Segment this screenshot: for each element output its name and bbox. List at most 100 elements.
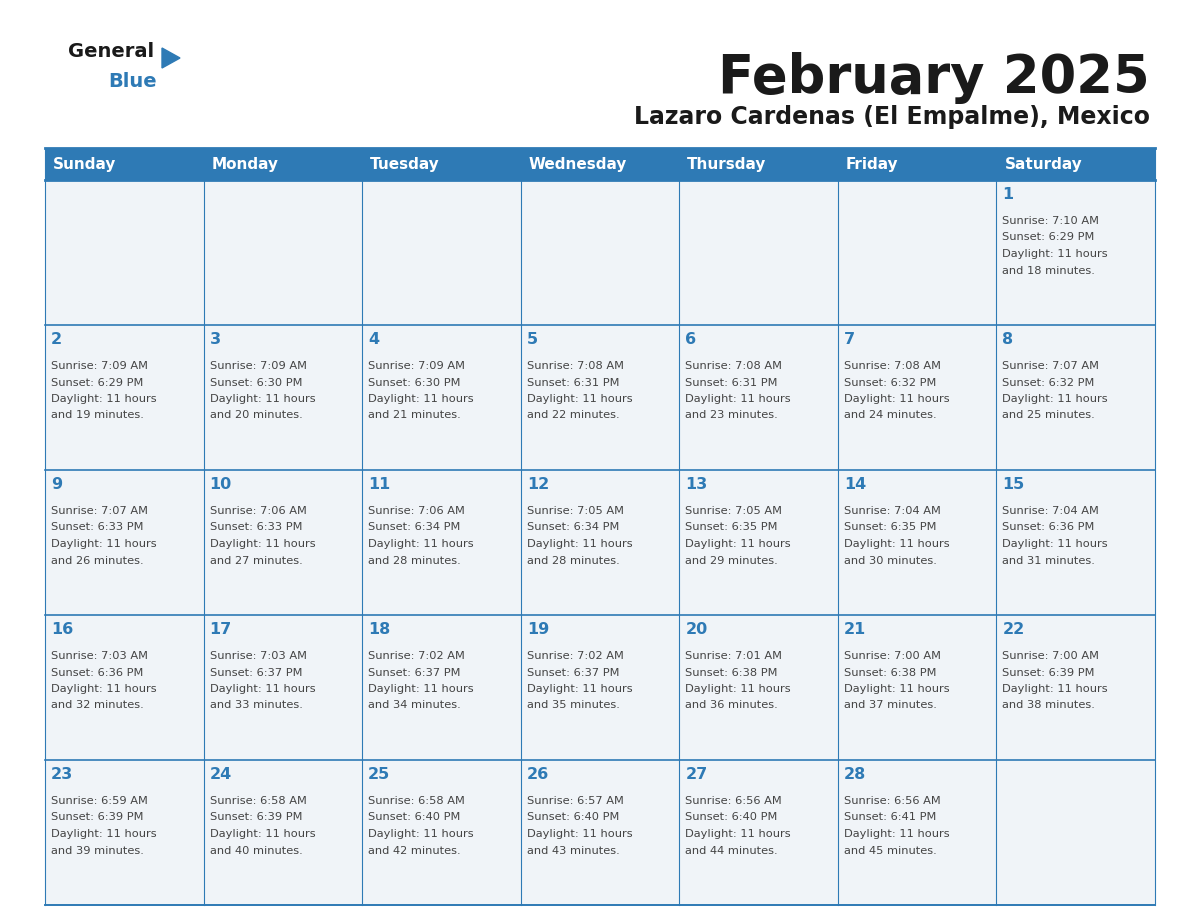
Text: and 18 minutes.: and 18 minutes. xyxy=(1003,265,1095,275)
Bar xyxy=(203,180,362,325)
Text: and 37 minutes.: and 37 minutes. xyxy=(843,700,936,711)
Bar xyxy=(45,470,203,615)
Text: and 20 minutes.: and 20 minutes. xyxy=(209,410,302,420)
Text: Thursday: Thursday xyxy=(688,156,766,172)
Text: Daylight: 11 hours: Daylight: 11 hours xyxy=(1003,684,1108,694)
Text: 8: 8 xyxy=(1003,332,1013,347)
Text: Sunrise: 6:59 AM: Sunrise: 6:59 AM xyxy=(51,796,147,806)
Text: Sunset: 6:35 PM: Sunset: 6:35 PM xyxy=(843,522,936,532)
Bar xyxy=(203,760,362,905)
Text: Daylight: 11 hours: Daylight: 11 hours xyxy=(368,539,474,549)
Text: and 26 minutes.: and 26 minutes. xyxy=(51,555,144,565)
Bar xyxy=(362,325,520,470)
Bar xyxy=(45,615,203,760)
Text: 15: 15 xyxy=(1003,477,1025,492)
Text: Sunset: 6:29 PM: Sunset: 6:29 PM xyxy=(1003,232,1095,242)
Bar xyxy=(45,180,203,325)
Text: and 30 minutes.: and 30 minutes. xyxy=(843,555,936,565)
Text: 16: 16 xyxy=(51,622,74,637)
Text: Sunrise: 7:09 AM: Sunrise: 7:09 AM xyxy=(368,361,466,371)
Text: 13: 13 xyxy=(685,477,708,492)
Text: and 35 minutes.: and 35 minutes. xyxy=(526,700,620,711)
Text: Sunrise: 7:08 AM: Sunrise: 7:08 AM xyxy=(843,361,941,371)
Text: Daylight: 11 hours: Daylight: 11 hours xyxy=(843,829,949,839)
Text: Daylight: 11 hours: Daylight: 11 hours xyxy=(526,829,632,839)
Bar xyxy=(997,180,1155,325)
Text: Saturday: Saturday xyxy=(1004,156,1082,172)
Text: Sunrise: 6:58 AM: Sunrise: 6:58 AM xyxy=(209,796,307,806)
Text: Sunrise: 7:06 AM: Sunrise: 7:06 AM xyxy=(209,506,307,516)
Text: Sunset: 6:29 PM: Sunset: 6:29 PM xyxy=(51,377,144,387)
Text: 3: 3 xyxy=(209,332,221,347)
Text: and 25 minutes.: and 25 minutes. xyxy=(1003,410,1095,420)
Text: Wednesday: Wednesday xyxy=(529,156,627,172)
Text: Sunset: 6:37 PM: Sunset: 6:37 PM xyxy=(368,667,461,677)
Text: Daylight: 11 hours: Daylight: 11 hours xyxy=(209,539,315,549)
Text: Monday: Monday xyxy=(211,156,278,172)
Text: 17: 17 xyxy=(209,622,232,637)
Text: Sunrise: 6:58 AM: Sunrise: 6:58 AM xyxy=(368,796,465,806)
Text: Daylight: 11 hours: Daylight: 11 hours xyxy=(368,394,474,404)
Bar xyxy=(838,760,997,905)
Text: Sunset: 6:39 PM: Sunset: 6:39 PM xyxy=(1003,667,1095,677)
Text: Sunset: 6:36 PM: Sunset: 6:36 PM xyxy=(1003,522,1095,532)
Text: 20: 20 xyxy=(685,622,708,637)
Text: 14: 14 xyxy=(843,477,866,492)
Bar xyxy=(362,615,520,760)
Text: 7: 7 xyxy=(843,332,855,347)
Text: Sunset: 6:40 PM: Sunset: 6:40 PM xyxy=(685,812,778,823)
Text: 22: 22 xyxy=(1003,622,1025,637)
Text: and 38 minutes.: and 38 minutes. xyxy=(1003,700,1095,711)
Bar xyxy=(45,325,203,470)
Bar xyxy=(203,325,362,470)
Bar xyxy=(45,760,203,905)
Text: Daylight: 11 hours: Daylight: 11 hours xyxy=(1003,394,1108,404)
Polygon shape xyxy=(162,48,181,68)
Text: Sunrise: 7:03 AM: Sunrise: 7:03 AM xyxy=(209,651,307,661)
Bar xyxy=(362,180,520,325)
Text: Sunset: 6:39 PM: Sunset: 6:39 PM xyxy=(209,812,302,823)
Text: 11: 11 xyxy=(368,477,391,492)
Text: 25: 25 xyxy=(368,767,391,782)
Text: Sunrise: 6:57 AM: Sunrise: 6:57 AM xyxy=(526,796,624,806)
Text: Sunrise: 7:05 AM: Sunrise: 7:05 AM xyxy=(526,506,624,516)
Text: Sunset: 6:31 PM: Sunset: 6:31 PM xyxy=(685,377,778,387)
Text: Sunrise: 7:07 AM: Sunrise: 7:07 AM xyxy=(1003,361,1099,371)
Text: Sunrise: 7:04 AM: Sunrise: 7:04 AM xyxy=(843,506,941,516)
Bar xyxy=(680,615,838,760)
Text: and 28 minutes.: and 28 minutes. xyxy=(368,555,461,565)
Text: and 28 minutes.: and 28 minutes. xyxy=(526,555,619,565)
Text: Friday: Friday xyxy=(846,156,898,172)
Text: and 43 minutes.: and 43 minutes. xyxy=(526,845,619,856)
Bar xyxy=(997,760,1155,905)
Text: 21: 21 xyxy=(843,622,866,637)
Bar xyxy=(997,470,1155,615)
Text: Sunset: 6:31 PM: Sunset: 6:31 PM xyxy=(526,377,619,387)
Text: and 29 minutes.: and 29 minutes. xyxy=(685,555,778,565)
Text: Daylight: 11 hours: Daylight: 11 hours xyxy=(526,684,632,694)
Text: Sunset: 6:32 PM: Sunset: 6:32 PM xyxy=(843,377,936,387)
Text: Daylight: 11 hours: Daylight: 11 hours xyxy=(685,394,791,404)
Text: Daylight: 11 hours: Daylight: 11 hours xyxy=(368,829,474,839)
Text: Sunrise: 7:10 AM: Sunrise: 7:10 AM xyxy=(1003,216,1099,226)
Text: Daylight: 11 hours: Daylight: 11 hours xyxy=(209,829,315,839)
Text: Sunrise: 7:03 AM: Sunrise: 7:03 AM xyxy=(51,651,148,661)
Bar xyxy=(203,470,362,615)
Text: Blue: Blue xyxy=(108,72,157,91)
Bar xyxy=(520,470,680,615)
Text: Sunset: 6:30 PM: Sunset: 6:30 PM xyxy=(209,377,302,387)
Text: 6: 6 xyxy=(685,332,696,347)
Text: Daylight: 11 hours: Daylight: 11 hours xyxy=(685,684,791,694)
Text: 4: 4 xyxy=(368,332,379,347)
Text: and 42 minutes.: and 42 minutes. xyxy=(368,845,461,856)
Text: Lazaro Cardenas (El Empalme), Mexico: Lazaro Cardenas (El Empalme), Mexico xyxy=(634,105,1150,129)
Text: Daylight: 11 hours: Daylight: 11 hours xyxy=(685,829,791,839)
Text: and 44 minutes.: and 44 minutes. xyxy=(685,845,778,856)
Text: Sunset: 6:37 PM: Sunset: 6:37 PM xyxy=(526,667,619,677)
Text: Sunrise: 7:02 AM: Sunrise: 7:02 AM xyxy=(526,651,624,661)
Text: and 27 minutes.: and 27 minutes. xyxy=(209,555,302,565)
Text: Daylight: 11 hours: Daylight: 11 hours xyxy=(51,684,157,694)
Text: 23: 23 xyxy=(51,767,74,782)
Text: 24: 24 xyxy=(209,767,232,782)
Text: 18: 18 xyxy=(368,622,391,637)
